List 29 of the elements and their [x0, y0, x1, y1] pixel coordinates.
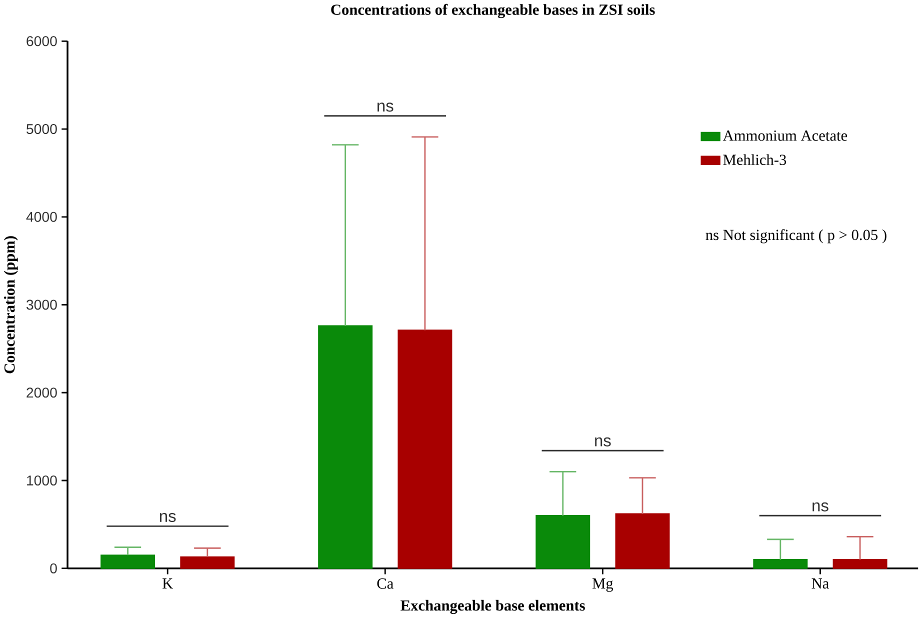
bar [753, 559, 808, 570]
annotation: ns Not significant ( p > 0.05 ) [706, 229, 886, 244]
x-tick-label: Ca [377, 578, 394, 589]
x-tick-label: Mg [592, 578, 614, 592]
annotation: ns [595, 437, 611, 447]
bar [398, 330, 452, 570]
y-tick-label: 4000 [26, 212, 57, 222]
x-tick-label: Na [812, 578, 829, 589]
x-axis-title: Exchangeable base elements [400, 600, 585, 614]
y-tick-label: 3000 [26, 300, 57, 310]
legend-label: Mehlich-3 [723, 154, 786, 166]
bar [318, 325, 373, 570]
y-tick-label: 2000 [26, 388, 57, 398]
bar [536, 515, 590, 570]
x-tick-label: K [162, 578, 173, 589]
y-tick-label: 0 [50, 563, 57, 574]
y-tick-label: 6000 [26, 36, 57, 46]
annotation: ns [812, 502, 828, 512]
y-tick-label: 1000 [27, 476, 57, 486]
annotation: ns [378, 102, 394, 112]
bar [832, 559, 888, 570]
y-axis-title: Concentration (ppm) [4, 236, 18, 374]
annotation: ns [160, 513, 176, 522]
y-tick-label: 5000 [26, 124, 57, 134]
bar [180, 556, 235, 570]
chart-title: Concentrations of exchangeable bases in ZSI soils [331, 4, 655, 18]
bar [100, 554, 156, 570]
bar [615, 513, 670, 570]
legend-label: Ammonium Acetate [722, 130, 848, 141]
